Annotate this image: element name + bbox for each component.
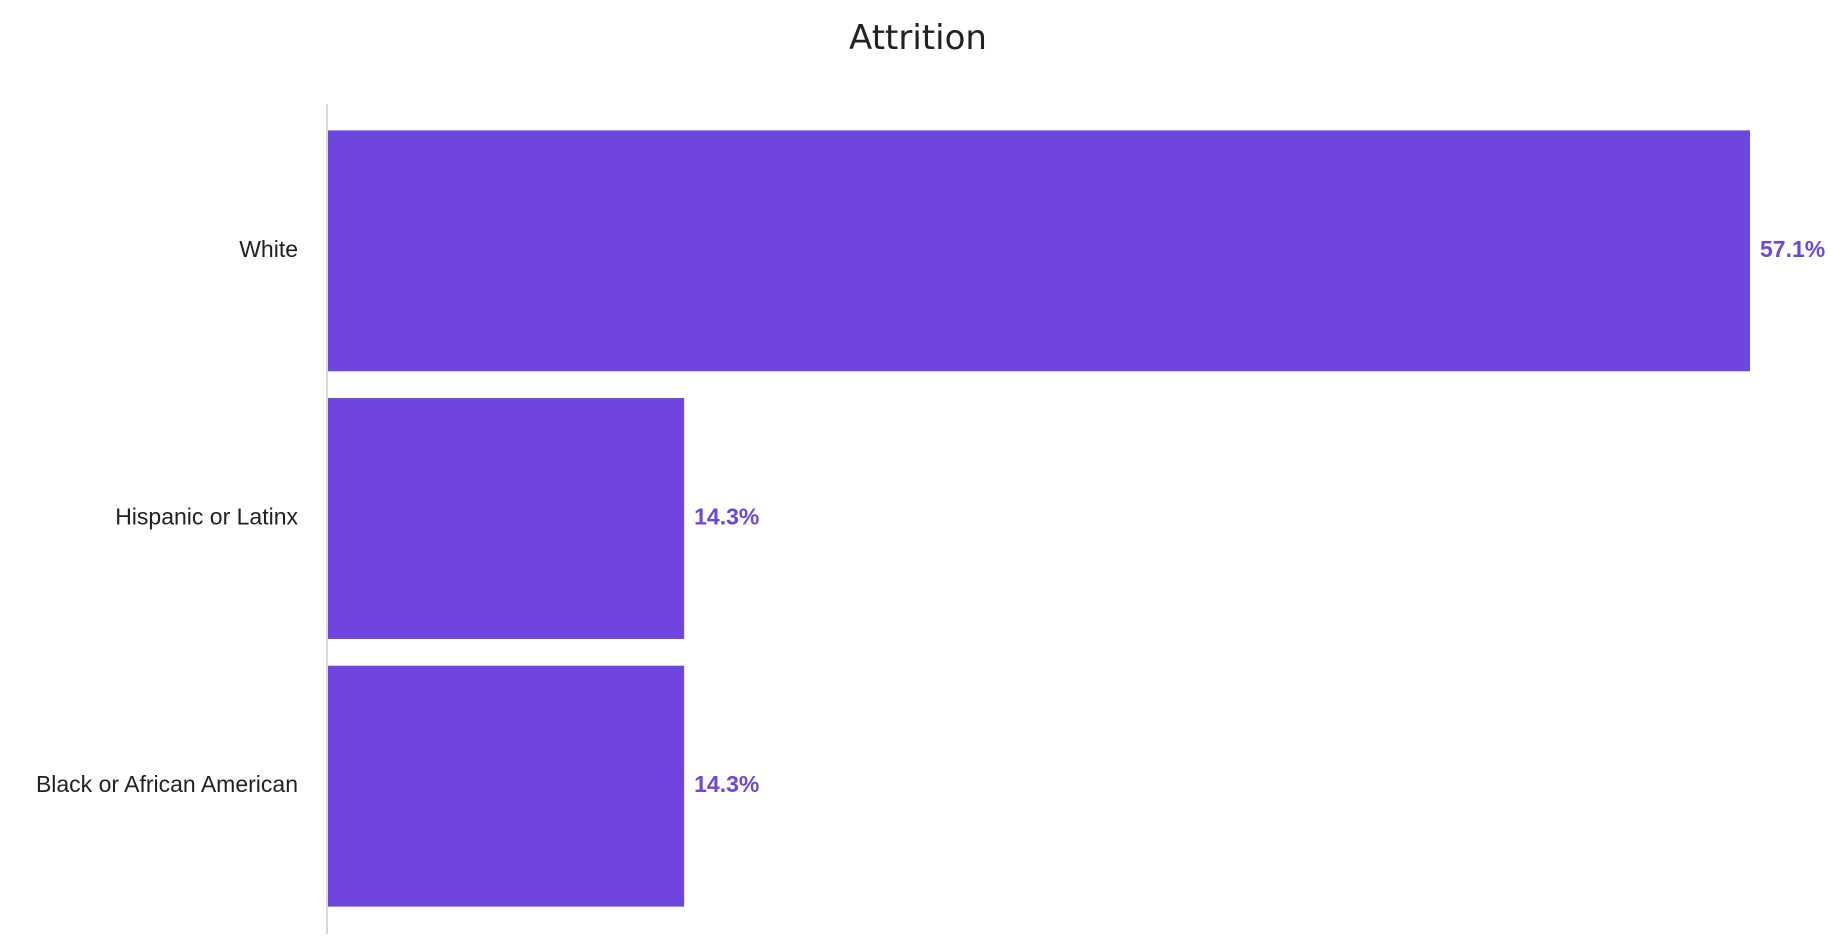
bar-0 — [328, 130, 1750, 372]
category-label: White — [239, 236, 298, 262]
value-label: 14.3% — [694, 771, 759, 797]
category-label: Black or African American — [36, 771, 298, 797]
chart-title: Attrition — [849, 18, 987, 58]
category-label: Hispanic or Latinx — [115, 504, 298, 530]
value-label: 57.1% — [1760, 236, 1825, 262]
labels-group: White 57.1% Hispanic or Latinx 14.3% Black o… — [36, 236, 1825, 797]
bars-group — [328, 130, 1750, 907]
value-label: 14.3% — [694, 504, 759, 530]
bar-2 — [328, 665, 685, 907]
bar-1 — [328, 398, 685, 639]
